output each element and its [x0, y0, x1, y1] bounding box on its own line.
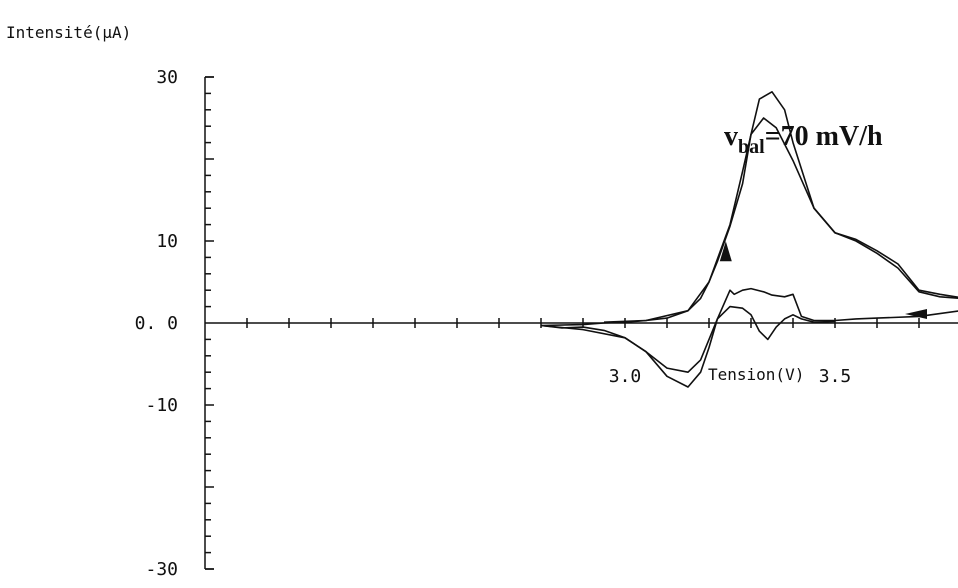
y-tick-label: 10	[156, 231, 178, 252]
y-axis-label: Intensité(µA)	[6, 23, 131, 42]
y-tick-label: -10	[145, 395, 178, 416]
y-tick-label: -30	[145, 559, 178, 580]
x-tick-label: 3.0	[609, 366, 642, 387]
cv-curve-3	[541, 307, 835, 373]
x-axis-label: Tension(V)	[708, 365, 804, 384]
arrowheads	[720, 241, 927, 319]
x-tick-label: 3.5	[819, 366, 852, 387]
y-tick-label: 30	[156, 67, 178, 88]
y-tick-label: 0. 0	[135, 313, 178, 334]
